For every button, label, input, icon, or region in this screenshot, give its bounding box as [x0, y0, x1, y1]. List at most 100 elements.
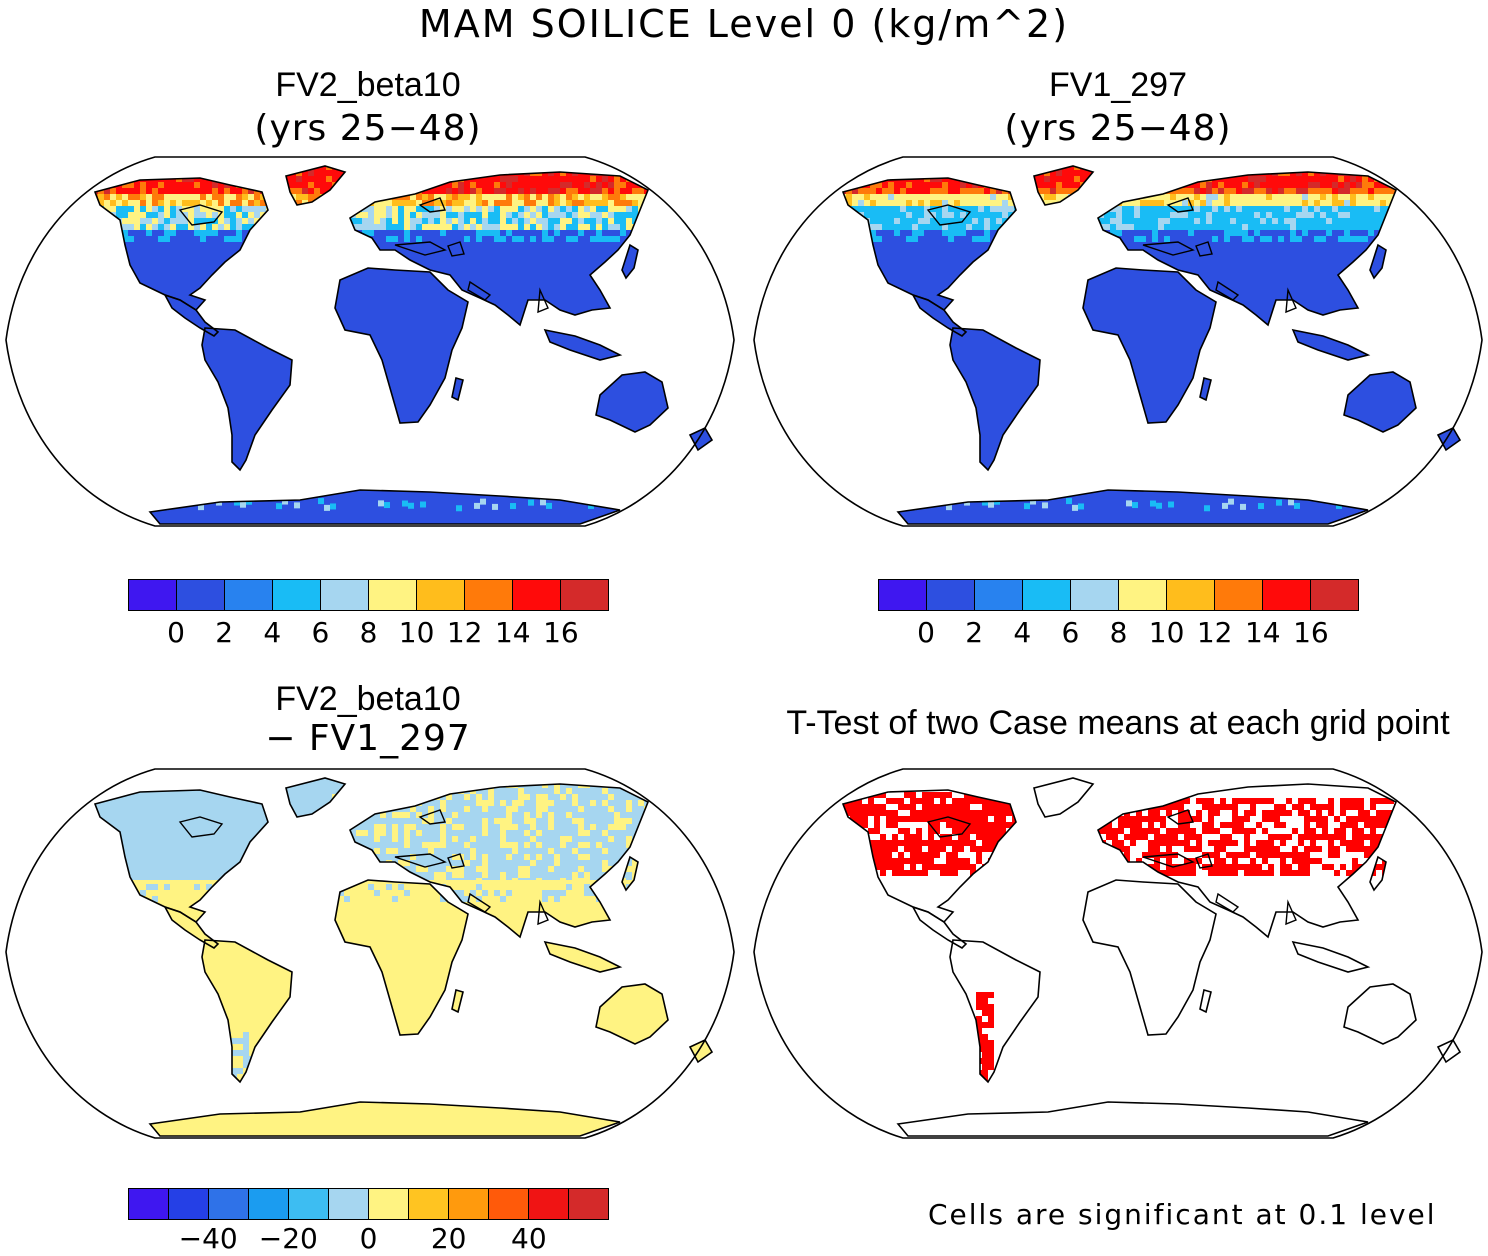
significant-cell: [1316, 834, 1322, 840]
significant-cell: [844, 822, 850, 828]
soil-ice-cell: [876, 206, 882, 212]
difference-cell: [578, 854, 584, 860]
difference-cell: [560, 890, 566, 896]
significant-cell: [1214, 840, 1220, 846]
significant-cell: [1166, 858, 1172, 864]
soil-ice-cell: [1152, 224, 1158, 230]
soil-ice-cell: [278, 176, 284, 182]
significant-cell: [880, 864, 886, 870]
soil-ice-cell: [846, 224, 852, 230]
soil-ice-cell: [608, 212, 614, 218]
soil-ice-cell: [1008, 176, 1014, 182]
soil-ice-cell: [116, 166, 122, 170]
soil-ice-cell: [1326, 194, 1332, 200]
soil-ice-cell: [206, 230, 212, 236]
soil-ice-cell: [1350, 200, 1356, 206]
coastline-southAmerica: [201, 327, 293, 472]
soil-ice-cell: [554, 194, 560, 200]
soil-ice-cell: [644, 224, 650, 230]
significant-cell: [988, 810, 994, 816]
difference-cell: [626, 836, 632, 842]
soil-ice-cell: [1356, 236, 1362, 242]
soil-ice-cell: [230, 170, 236, 176]
soil-ice-cell: [530, 224, 536, 230]
significant-cell: [1232, 816, 1238, 822]
soil-ice-cell: [482, 224, 488, 230]
significant-cell: [1394, 864, 1400, 870]
difference-cell: [482, 866, 488, 872]
difference-cell: [656, 896, 662, 902]
difference-cell: [482, 830, 488, 836]
soil-ice-cell: [966, 206, 972, 212]
significant-cell: [928, 834, 934, 840]
difference-cell: [608, 824, 614, 830]
significant-cell: [1000, 840, 1006, 846]
significant-cell: [988, 1046, 994, 1052]
significant-cell: [1184, 834, 1190, 840]
coastline-inland-water: [537, 287, 549, 314]
colorbar-panel2-labels-tick: 2: [965, 616, 984, 649]
soil-ice-cell: [476, 194, 482, 200]
soil-ice-cell: [870, 182, 876, 188]
colorbar-panel2-swatch: [1167, 580, 1215, 610]
soil-ice-cell: [236, 176, 242, 182]
soil-ice-cell: [644, 212, 650, 218]
significant-cell: [934, 792, 940, 798]
soil-ice-cell: [942, 166, 948, 170]
difference-cell: [548, 800, 554, 806]
difference-cell: [548, 812, 554, 818]
difference-cell: [225, 1056, 231, 1062]
soil-ice-cell: [266, 170, 272, 176]
difference-cell: [572, 872, 578, 878]
difference-cell: [512, 806, 518, 812]
difference-cell: [524, 872, 530, 878]
soil-ice-cell: [476, 218, 482, 224]
significant-cell: [988, 834, 994, 840]
significant-cell: [874, 846, 880, 852]
soil-ice-cell: [990, 200, 996, 206]
soil-ice-cell: [876, 182, 882, 188]
significant-cell: [982, 828, 988, 834]
colorbar-panel2-labels: 0 2 4 6 8 10 12 14 16: [878, 616, 1359, 650]
soil-ice-cell: [996, 194, 1002, 200]
soil-ice-cell: [122, 212, 128, 218]
soil-ice-cell: [584, 182, 590, 188]
soil-ice-cell: [1194, 212, 1200, 218]
soil-ice-cell: [536, 166, 542, 170]
soil-ice-cell: [458, 182, 464, 188]
significant-cell: [1304, 798, 1310, 804]
soil-ice-cell: [404, 170, 410, 176]
difference-cell: [332, 866, 338, 872]
soil-ice-cell: [434, 212, 440, 218]
soil-ice-cell: [554, 212, 560, 218]
figure-title: MAM SOILICE Level 0 (kg/m^2): [418, 2, 1070, 46]
significant-cell: [964, 816, 970, 822]
significant-cell: [1358, 804, 1364, 810]
soil-ice-cell: [1002, 236, 1008, 242]
soil-ice-cell: [494, 188, 500, 194]
significant-cell: [1304, 858, 1310, 864]
soil-ice-cell: [350, 176, 356, 182]
significant-cell: [862, 810, 868, 816]
soil-ice-cell: [1188, 218, 1194, 224]
soil-ice-cell: [374, 212, 380, 218]
soil-ice-cell: [80, 170, 86, 176]
soil-ice-cell: [876, 218, 882, 224]
soil-ice-cell: [1272, 218, 1278, 224]
difference-cell: [416, 866, 422, 872]
soil-ice-cell: [1206, 218, 1212, 224]
significant-cell: [1244, 810, 1250, 816]
significant-cell: [964, 858, 970, 864]
soil-ice-cell: [332, 206, 338, 212]
soil-ice-cell: [1314, 176, 1320, 182]
difference-cell: [476, 794, 482, 800]
significant-cell: [1310, 840, 1316, 846]
soil-ice-cell: [86, 176, 92, 182]
soil-ice-cell: [1356, 206, 1362, 212]
soil-ice-cell: [1080, 224, 1086, 230]
soil-ice-cell: [95, 206, 98, 212]
soil-ice-cell: [362, 176, 368, 182]
soil-ice-cell: [194, 182, 200, 188]
soil-ice-cell: [206, 170, 212, 176]
soil-ice-cell: [512, 212, 518, 218]
